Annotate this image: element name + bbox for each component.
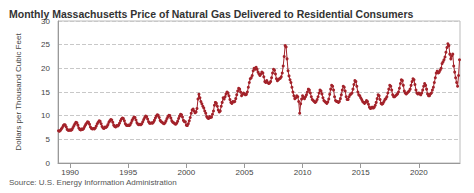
svg-text:1990: 1990 bbox=[61, 168, 79, 177]
svg-text:0: 0 bbox=[46, 159, 51, 168]
svg-text:2020: 2020 bbox=[410, 168, 428, 177]
svg-text:30: 30 bbox=[41, 16, 50, 26]
svg-text:10: 10 bbox=[41, 111, 50, 120]
svg-text:2005: 2005 bbox=[236, 168, 254, 177]
svg-text:1995: 1995 bbox=[119, 168, 137, 177]
svg-text:Source: U.S. Energy Informatio: Source: U.S. Energy Information Administ… bbox=[9, 178, 177, 187]
svg-text:5: 5 bbox=[46, 135, 51, 144]
svg-text:2000: 2000 bbox=[177, 168, 195, 177]
svg-text:Dollars per Thousand Cubic Fee: Dollars per Thousand Cubic Feet bbox=[14, 33, 23, 151]
svg-text:25: 25 bbox=[41, 40, 50, 49]
svg-text:Monthly Massachusetts Price of: Monthly Massachusetts Price of Natural G… bbox=[9, 8, 414, 20]
svg-text:2010: 2010 bbox=[294, 168, 312, 177]
svg-text:20: 20 bbox=[41, 64, 50, 73]
svg-text:2015: 2015 bbox=[352, 168, 370, 177]
svg-text:15: 15 bbox=[41, 88, 50, 97]
